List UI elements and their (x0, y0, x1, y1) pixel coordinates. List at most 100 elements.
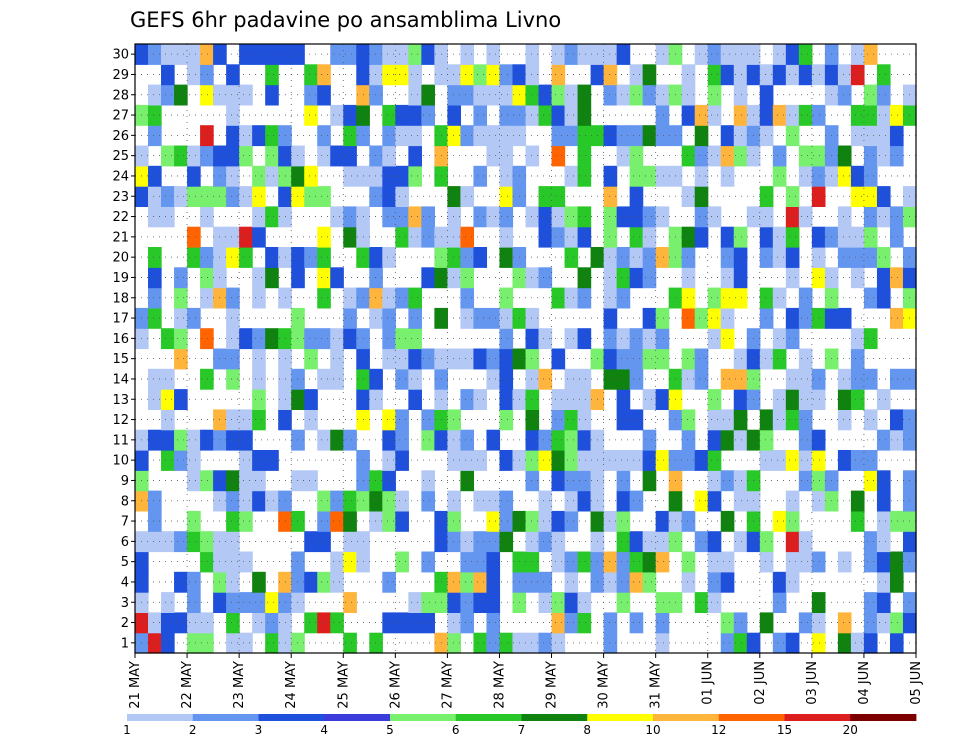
heatmap-cell (460, 592, 475, 613)
heatmap-cell (564, 84, 579, 106)
heatmap-cell (694, 592, 709, 613)
heatmap-cell (343, 531, 357, 553)
heatmap-cell (733, 409, 748, 431)
heatmap-cell (733, 429, 748, 451)
heatmap-cell (603, 348, 618, 370)
heatmap-cell (291, 592, 305, 613)
heatmap-cell (395, 287, 409, 309)
heatmap-cell (161, 186, 175, 207)
heatmap-cell (447, 592, 462, 613)
heatmap-cell (629, 186, 644, 207)
heatmap-cell (603, 450, 618, 471)
heatmap-cell (499, 64, 514, 86)
heatmap-cell (811, 186, 826, 207)
heatmap-cell (863, 84, 878, 106)
heatmap-cell (148, 44, 162, 65)
heatmap-cell (694, 450, 709, 471)
heatmap-cell (408, 44, 422, 65)
heatmap-cell (447, 226, 462, 248)
heatmap-cell (161, 531, 175, 553)
heatmap-cell (421, 226, 435, 248)
heatmap-cell (616, 44, 631, 65)
heatmap-cell (460, 84, 475, 106)
heatmap-cell (837, 64, 852, 86)
heatmap-cell (720, 247, 735, 268)
colorbar-swatch (390, 714, 457, 721)
heatmap-cell (655, 84, 670, 106)
heatmap-cell (278, 510, 292, 532)
heatmap-cell (148, 104, 162, 126)
heatmap-cell (759, 104, 774, 126)
heatmap-cell (252, 165, 266, 187)
heatmap-cell (837, 247, 852, 268)
heatmap-cell (408, 206, 422, 228)
heatmap-cell (811, 145, 826, 167)
heatmap-cell (837, 612, 852, 634)
heatmap-cell (798, 368, 813, 390)
heatmap-cell (304, 328, 318, 350)
heatmap-cell (174, 44, 188, 65)
heatmap-cell (577, 104, 592, 126)
heatmap-cell (876, 125, 891, 147)
heatmap-cell (720, 328, 735, 350)
heatmap-cell (681, 267, 696, 289)
heatmap-cell (889, 409, 904, 431)
y-tick-label: 12 (112, 413, 129, 428)
heatmap-cell (174, 612, 188, 634)
heatmap-cell (772, 632, 787, 654)
heatmap-cell (304, 531, 318, 553)
heatmap-cell (798, 348, 813, 370)
heatmap-cell (265, 592, 279, 613)
heatmap-cell (278, 348, 292, 370)
heatmap-cell (551, 104, 566, 126)
heatmap-cell (785, 307, 800, 329)
heatmap-cell (395, 429, 409, 451)
heatmap-cell (720, 632, 735, 654)
heatmap-cell (395, 450, 409, 471)
heatmap-cell (460, 307, 475, 329)
heatmap-cell (187, 470, 201, 492)
heatmap-cell (252, 389, 266, 410)
heatmap-cell (603, 64, 618, 86)
heatmap-cell (226, 429, 240, 451)
heatmap-cell (772, 328, 787, 350)
heatmap-cell (278, 125, 292, 147)
heatmap-cell (551, 287, 566, 309)
y-tick-label: 2 (121, 616, 129, 631)
heatmap-cell (265, 165, 279, 187)
heatmap-cell (226, 612, 240, 634)
heatmap-cell (876, 287, 891, 309)
heatmap-cell (395, 165, 409, 187)
y-tick-label: 6 (121, 535, 129, 550)
heatmap-cell (616, 267, 631, 289)
heatmap-cell (148, 267, 162, 289)
heatmap-cell (863, 287, 878, 309)
heatmap-cell (707, 490, 722, 512)
heatmap-cell (161, 409, 175, 431)
heatmap-cell (486, 429, 501, 451)
heatmap-cell (603, 267, 618, 289)
heatmap-cell (577, 165, 592, 187)
heatmap-cell (174, 389, 188, 410)
heatmap-cell (525, 44, 540, 65)
heatmap-cell (694, 186, 709, 207)
heatmap-cell (200, 470, 214, 492)
heatmap-cell (408, 145, 422, 167)
heatmap-cell (564, 409, 579, 431)
heatmap-cell (564, 551, 579, 573)
heatmap-cell (889, 206, 904, 228)
heatmap-cell (772, 571, 787, 593)
heatmap-cell (148, 125, 162, 147)
heatmap-cell (837, 206, 852, 228)
heatmap-cell (863, 632, 878, 654)
heatmap-cell (239, 247, 253, 268)
heatmap-cell (304, 165, 318, 187)
heatmap-cell (603, 226, 618, 248)
colorbar-label: 12 (711, 723, 726, 737)
heatmap-cell (447, 247, 462, 268)
heatmap-cell (876, 592, 891, 613)
heatmap-cell (226, 287, 240, 309)
heatmap-cell (525, 632, 540, 654)
heatmap-cell (226, 145, 240, 167)
y-tick-label: 8 (121, 494, 129, 509)
